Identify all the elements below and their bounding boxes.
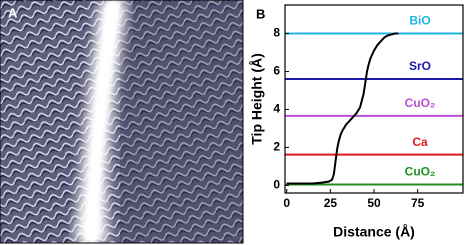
x-tick-label: 50 xyxy=(367,196,381,210)
x-axis-label: Distance (Å) xyxy=(333,224,415,240)
y-tick-label: 0 xyxy=(273,178,280,192)
level-label: CuO₂ xyxy=(405,96,436,110)
x-tick-label: 75 xyxy=(411,196,425,210)
y-tick-label: 8 xyxy=(273,26,280,40)
y-axis-label: Tip Height (Å) xyxy=(249,53,265,145)
data-line xyxy=(286,32,399,185)
level-label: Ca xyxy=(412,135,428,149)
level-label: CuO₂ xyxy=(405,165,436,179)
y-tick-label: 6 xyxy=(273,64,280,78)
stm-image: A xyxy=(0,0,244,244)
y-tick-label: 4 xyxy=(273,102,280,116)
panel-label: B xyxy=(256,6,265,21)
y-tick-label: 2 xyxy=(273,140,280,154)
panel-label: A xyxy=(8,5,18,20)
level-label: BiO xyxy=(409,14,430,28)
x-tick-label: 0 xyxy=(283,196,290,210)
x-tick-label: 25 xyxy=(324,196,338,210)
plot: BiO SrO CuO₂ Ca CuO₂ 0 2 4 6 8 0 25 50 75 Distance (Å)… xyxy=(249,4,464,240)
level-label: SrO xyxy=(409,59,431,73)
